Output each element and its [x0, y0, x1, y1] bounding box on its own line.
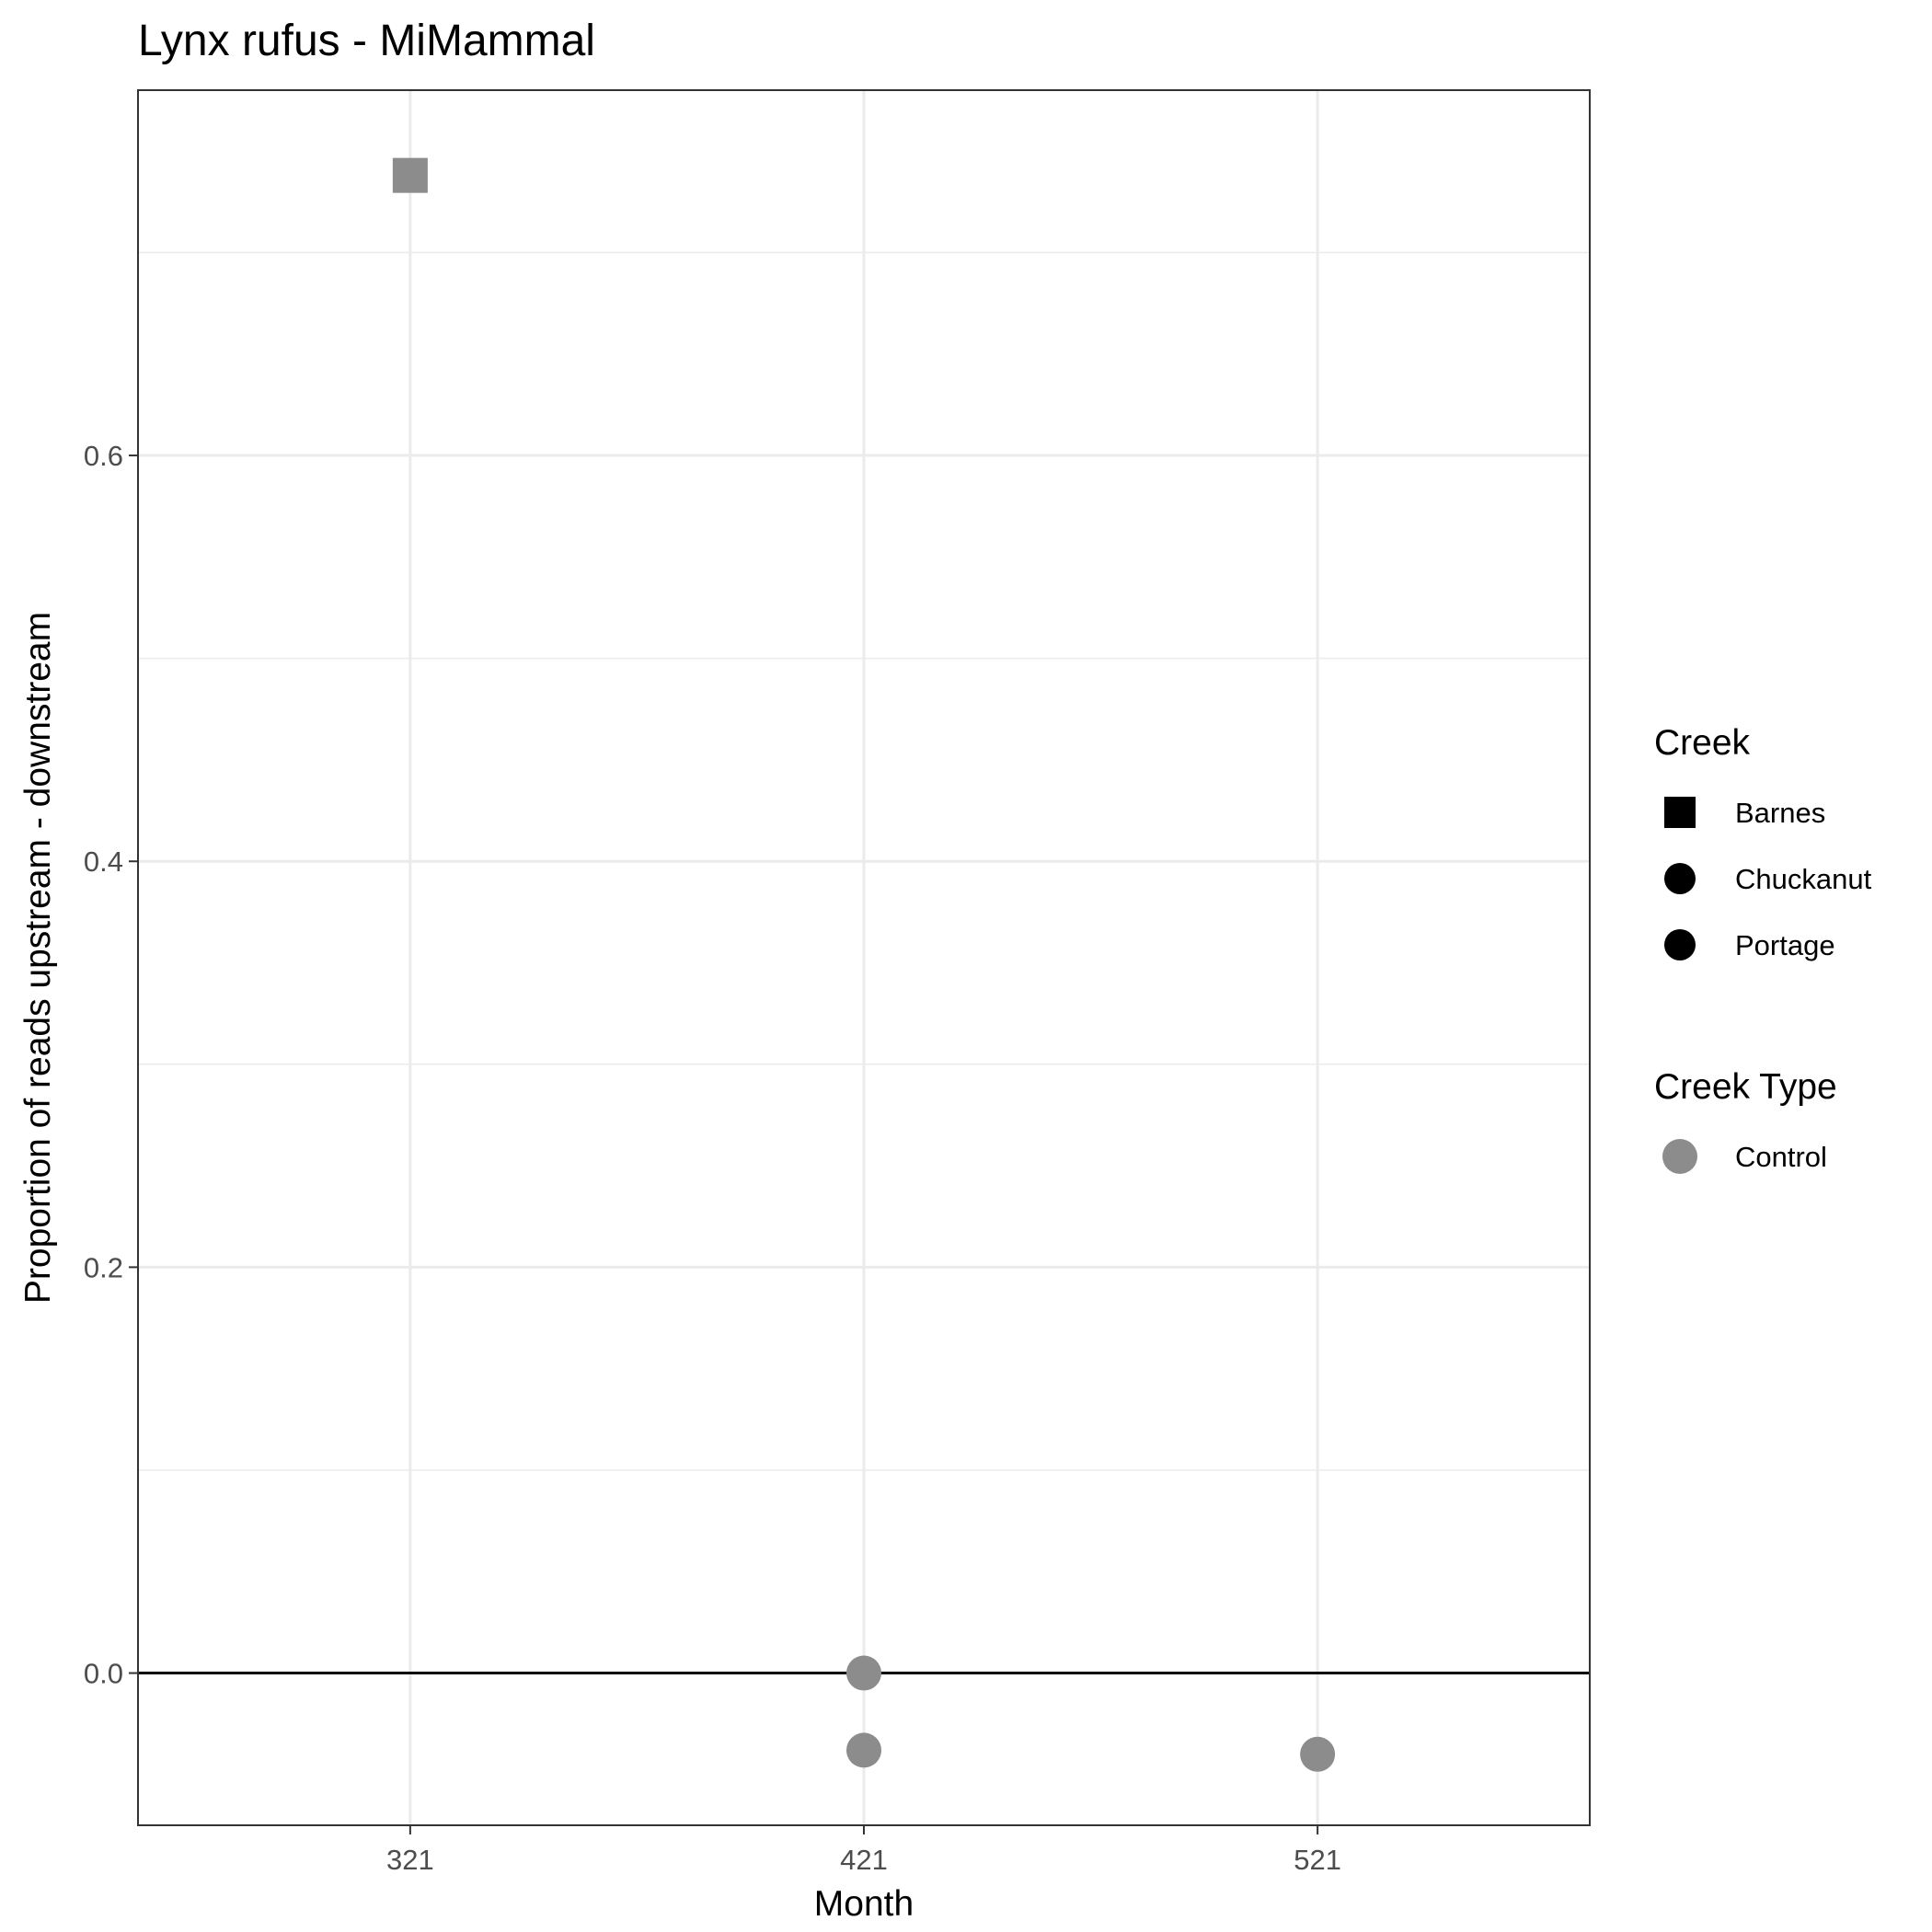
- y-tick-label: 0.0: [84, 1658, 123, 1690]
- legend-key-circle: [1664, 929, 1696, 960]
- y-axis-ticks: 0.0 0.2 0.4 0.6: [84, 440, 138, 1690]
- x-tick-label: 521: [1294, 1844, 1341, 1876]
- x-tick-label: 321: [386, 1844, 434, 1876]
- legend-label: Chuckanut: [1735, 863, 1872, 895]
- x-tick-label: 421: [840, 1844, 888, 1876]
- legend-key-square: [1664, 797, 1696, 828]
- x-axis-title: Month: [814, 1884, 914, 1924]
- legend-creek-type: Creek Type Control: [1654, 1067, 1837, 1174]
- legend-creek-type-title: Creek Type: [1654, 1067, 1837, 1107]
- data-point-circle: [846, 1732, 881, 1768]
- x-axis-ticks: 321 421 521: [386, 1825, 1341, 1876]
- legend-key-circle: [1662, 1139, 1697, 1174]
- legend-label: Portage: [1735, 929, 1835, 961]
- y-tick-label: 0.4: [84, 845, 123, 878]
- data-point-square: [392, 157, 428, 193]
- y-tick-label: 0.2: [84, 1251, 123, 1283]
- legend-creek-entries: Barnes Chuckanut Portage: [1664, 797, 1872, 961]
- y-axis-title: Proportion of reads upstream - downstrea…: [18, 612, 58, 1304]
- data-points: [392, 157, 1336, 1772]
- data-point-circle: [846, 1655, 881, 1691]
- legend-creek-title: Creek: [1654, 723, 1751, 763]
- data-point-circle: [1300, 1736, 1336, 1772]
- y-tick-label: 0.6: [84, 440, 123, 472]
- legend-key-circle: [1664, 863, 1696, 894]
- chart-title: Lynx rufus - MiMammal: [138, 17, 595, 65]
- legend-label: Barnes: [1735, 797, 1825, 829]
- legend-creek-type-entries: Control: [1662, 1139, 1827, 1174]
- legend-creek: Creek Barnes Chuckanut Portage: [1654, 723, 1872, 961]
- legend-label: Control: [1735, 1141, 1827, 1173]
